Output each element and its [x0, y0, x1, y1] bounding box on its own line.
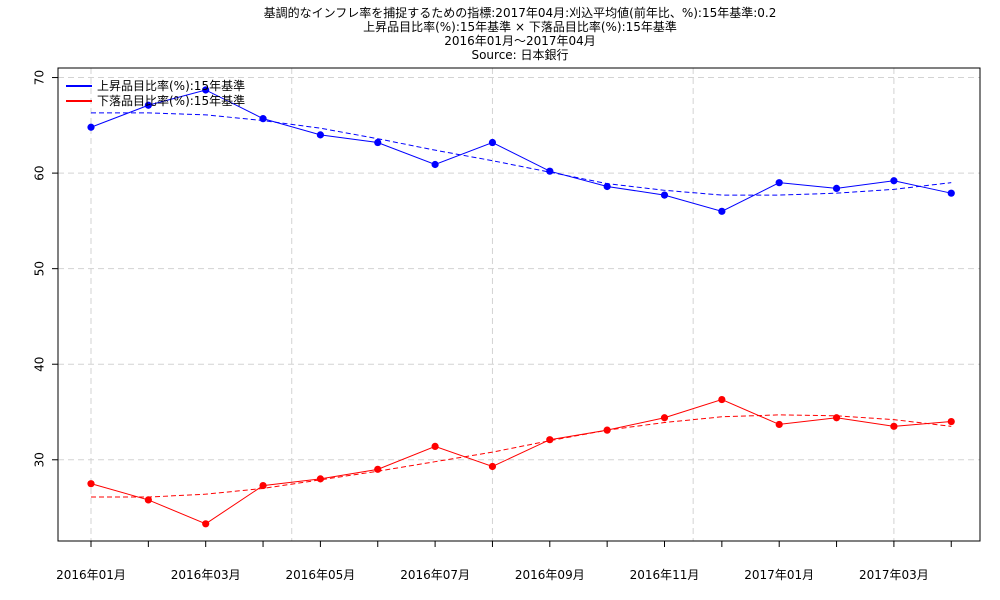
data-point: [890, 422, 898, 430]
chart-source: Source: 日本銀行: [471, 48, 569, 62]
data-point: [603, 426, 611, 434]
data-point: [775, 179, 783, 187]
x-tick-label: 2016年03月: [171, 568, 241, 582]
data-point: [316, 475, 324, 483]
chart-title: 基調的なインフレ率を捕捉するための指標:2017年04月:刈込平均値(前年比、%…: [263, 6, 777, 20]
data-point: [259, 115, 267, 123]
series-1: [87, 395, 955, 528]
data-point: [947, 189, 955, 197]
data-point: [718, 207, 726, 215]
data-point: [87, 480, 95, 488]
data-point: [259, 481, 267, 490]
x-tick-label: 2016年07月: [400, 568, 470, 582]
data-point: [832, 184, 841, 192]
data-point: [488, 462, 497, 471]
series-group: [87, 86, 955, 528]
chart-period: 2016年01月～2017年04月: [444, 34, 596, 48]
y-tick-label: 40: [33, 357, 47, 372]
x-tick-label: 2017年01月: [744, 568, 814, 582]
x-tick-label: 2016年05月: [285, 568, 355, 582]
data-point: [660, 191, 669, 199]
data-point: [431, 442, 439, 450]
data-point: [718, 395, 726, 404]
legend-label: 下落品目比率(%):15年基準: [97, 93, 245, 108]
data-point: [87, 123, 95, 131]
data-point: [603, 182, 611, 191]
data-point: [947, 417, 955, 426]
y-tick-label: 60: [33, 165, 47, 180]
trend-line: [91, 414, 952, 498]
grid-lines: [58, 68, 980, 541]
y-axis: 30 40 50 60 70: [33, 70, 58, 467]
data-point: [488, 138, 497, 147]
data-point: [202, 520, 210, 528]
plot-area: [57, 67, 981, 542]
data-point: [144, 101, 152, 109]
y-tick-label: 50: [33, 261, 47, 276]
data-point: [660, 414, 669, 422]
data-point: [374, 138, 382, 147]
series-line: [90, 89, 952, 212]
data-point: [374, 465, 382, 473]
x-tick-label: 2016年09月: [515, 568, 585, 582]
y-tick-label: 70: [33, 70, 47, 85]
chart-subtitle: 上昇品目比率(%):15年基準 × 下落品目比率(%):15年基準: [363, 20, 677, 34]
data-point: [431, 160, 439, 169]
data-point: [316, 131, 324, 139]
data-point: [890, 177, 898, 185]
data-point: [546, 167, 554, 175]
x-axis: 2016年01月 2016年03月 2016年05月 2016年07月 2016年09月…: [56, 541, 952, 582]
x-tick-label: 2017年03月: [859, 568, 929, 582]
data-point: [546, 436, 554, 444]
series-0: [87, 86, 955, 215]
data-point: [832, 414, 841, 422]
legend-label: 上昇品目比率(%):15年基準: [97, 78, 245, 93]
x-tick-label: 2016年01月: [56, 568, 126, 582]
y-tick-label: 30: [33, 452, 47, 467]
data-point: [144, 496, 152, 504]
x-tick-label: 2016年11月: [630, 568, 700, 582]
series-line: [90, 399, 952, 525]
data-point: [775, 420, 783, 429]
data-point: [202, 86, 210, 94]
trend-line: [91, 112, 952, 196]
